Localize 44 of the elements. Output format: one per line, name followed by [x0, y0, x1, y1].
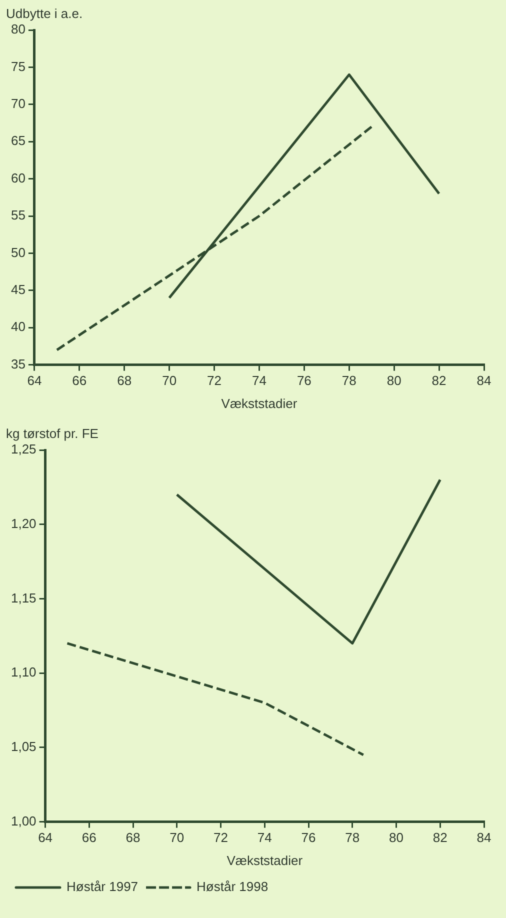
x-tick-label: 72 [214, 830, 228, 846]
x-axis-title: Vækststadier [221, 396, 298, 411]
y-tick-label: 45 [10, 282, 26, 297]
x-tick-label: 70 [170, 830, 184, 846]
x-tick-label: 80 [389, 830, 404, 846]
y-tick-label: 70 [10, 96, 26, 111]
y-tick-label: 1,25 [10, 442, 36, 457]
y-tick-label: 50 [10, 244, 26, 260]
y-tick-label: 60 [10, 170, 26, 186]
x-tick-label: 76 [301, 830, 316, 846]
x-tick-label: 64 [38, 830, 53, 846]
y-tick-label: 75 [10, 58, 26, 74]
legend-label: Høstår 1998 [196, 879, 268, 894]
y-tick-label: 65 [10, 133, 26, 148]
x-tick-label: 76 [296, 373, 312, 388]
y-tick-label: 1,15 [10, 590, 36, 606]
x-tick-label: 82 [432, 830, 448, 846]
y-tick-label: 1,00 [10, 813, 36, 828]
y-tick-label: 80 [10, 22, 26, 37]
x-tick-label: 74 [252, 373, 266, 388]
x-tick-label: 82 [432, 373, 446, 388]
x-tick-label: 84 [476, 830, 492, 846]
x-axis-title: Vækststadier [226, 852, 304, 868]
x-tick-label: 78 [342, 373, 356, 388]
x-tick-label: 68 [117, 373, 132, 388]
x-tick-label: 64 [27, 373, 42, 388]
x-tick-label: 70 [162, 373, 177, 388]
x-tick-label: 84 [476, 373, 492, 388]
x-tick-label: 66 [72, 373, 87, 388]
y-tick-label: 1,10 [10, 664, 36, 680]
x-tick-label: 72 [207, 373, 222, 388]
x-tick-label: 66 [82, 830, 96, 846]
y-axis-title: kg tørstof pr. FE [6, 426, 98, 441]
legend-label: Høstår 1997 [66, 879, 138, 894]
y-tick-label: 1,05 [10, 739, 36, 754]
y-tick-label: 40 [10, 319, 26, 334]
x-tick-label: 80 [386, 373, 402, 388]
y-tick-label: 55 [10, 208, 26, 223]
y-tick-label: 35 [10, 356, 26, 372]
x-tick-label: 78 [345, 830, 360, 846]
x-tick-label: 74 [257, 830, 272, 846]
x-tick-label: 68 [126, 830, 140, 846]
y-axis-title: Udbytte i a.e. [6, 6, 83, 21]
y-tick-label: 1,20 [10, 516, 36, 531]
